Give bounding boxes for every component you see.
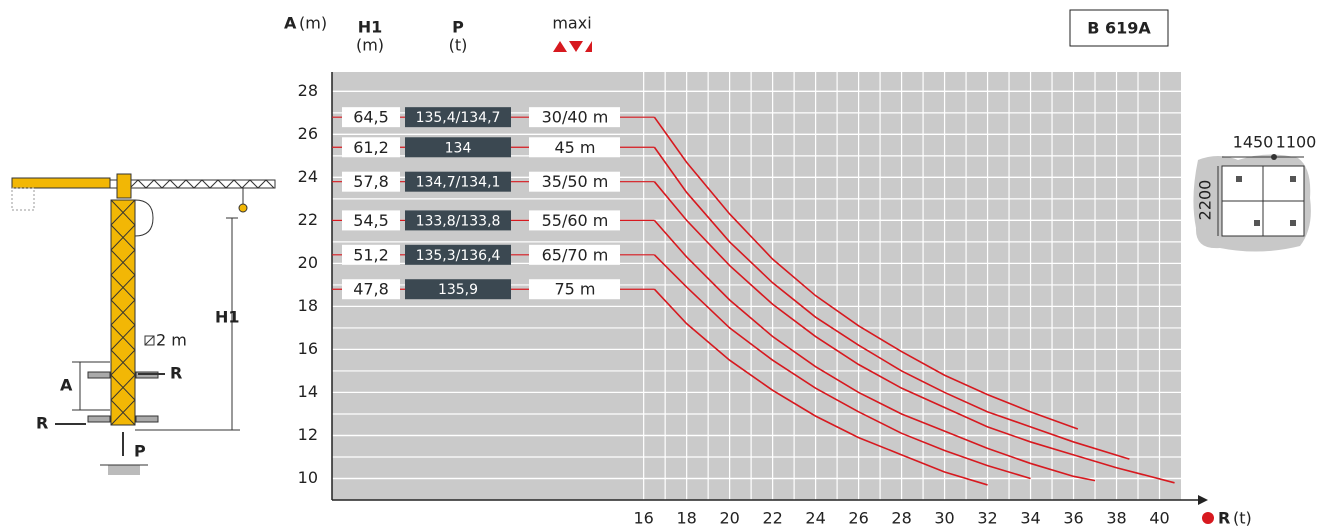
- h1-box: [342, 279, 400, 300]
- col-p-unit: (t): [449, 36, 468, 55]
- load-curve: [653, 254, 1031, 480]
- y-axis-letter: A: [284, 14, 297, 33]
- col-maxi: maxi: [552, 14, 591, 33]
- h1-value: 47,8: [353, 280, 389, 299]
- p-box: [405, 171, 511, 192]
- h1-value: 61,2: [353, 138, 389, 157]
- x-tick-label: 36: [1063, 509, 1083, 528]
- y-tick-label: 14: [298, 382, 318, 401]
- y-tick-label: 16: [298, 339, 318, 358]
- r-dot: [1202, 512, 1214, 524]
- p-value: 134,7/134,1: [416, 175, 501, 191]
- p-value: 135,9: [438, 282, 478, 298]
- p-box: [405, 107, 511, 128]
- y-tick-label: 26: [298, 124, 318, 143]
- col-h1: H1: [358, 18, 383, 37]
- h1-value: 57,8: [353, 172, 389, 191]
- p-value: 135,3/136,4: [416, 248, 501, 264]
- y-tick-label: 20: [298, 253, 318, 272]
- jib-box: [529, 171, 620, 192]
- x-tick-label: 30: [934, 509, 954, 528]
- p-box: [405, 279, 511, 300]
- x-tick-label: 18: [676, 509, 696, 528]
- y-tick-label: 10: [298, 468, 318, 487]
- crane-r-bottom: R: [36, 414, 48, 433]
- h1-box: [342, 210, 400, 231]
- jib-value: 75 m: [554, 280, 595, 299]
- jib-value: 55/60 m: [542, 211, 609, 230]
- crane-h1: H1: [215, 308, 240, 327]
- load-curve: [653, 219, 1096, 482]
- base-plan: [1193, 154, 1311, 252]
- load-curve: [653, 181, 1175, 484]
- base-w1: 1450: [1233, 133, 1274, 152]
- crane-p: P: [134, 442, 146, 461]
- p-value: 135,4/134,7: [416, 110, 501, 126]
- x-axis-unit: (t): [1233, 509, 1252, 528]
- crane-drawing: [11, 173, 276, 475]
- h1-box: [342, 107, 400, 128]
- x-tick-label: 16: [633, 509, 653, 528]
- jib-box: [529, 137, 620, 158]
- x-tick-label: 28: [891, 509, 911, 528]
- h1-value: 64,5: [353, 108, 389, 127]
- jib-value: 45 m: [554, 138, 595, 157]
- y-tick-label: 18: [298, 296, 318, 315]
- y-tick-label: 24: [298, 167, 318, 186]
- x-axis-arrow: [1198, 495, 1208, 505]
- y-tick-label: 12: [298, 425, 318, 444]
- h1-box: [342, 171, 400, 192]
- x-tick-label: 34: [1020, 509, 1040, 528]
- load-curve: [653, 288, 988, 486]
- h1-value: 51,2: [353, 245, 389, 264]
- p-box: [405, 137, 511, 158]
- col-p: P: [452, 18, 464, 37]
- jib-box: [529, 244, 620, 265]
- h1-box: [342, 244, 400, 265]
- x-tick-label: 22: [762, 509, 782, 528]
- h1-box: [342, 137, 400, 158]
- p-box: [405, 244, 511, 265]
- x-tick-label: 38: [1106, 509, 1126, 528]
- crane-section: 2 m: [156, 331, 187, 350]
- jib-box: [529, 279, 620, 300]
- crane-r-top: R: [170, 364, 182, 383]
- crane-a: A: [60, 376, 73, 395]
- jib-value: 65/70 m: [542, 245, 609, 264]
- y-tick-label: 28: [298, 81, 318, 100]
- jib-value: 35/50 m: [542, 172, 609, 191]
- x-tick-label: 24: [805, 509, 825, 528]
- y-tick-label: 22: [298, 210, 318, 229]
- p-box: [405, 210, 511, 231]
- x-tick-label: 20: [719, 509, 739, 528]
- p-value: 134: [445, 140, 472, 156]
- jib-value: 30/40 m: [542, 108, 609, 127]
- h1-value: 54,5: [353, 211, 389, 230]
- maxi-icon: [553, 41, 592, 52]
- x-tick-label: 40: [1149, 509, 1169, 528]
- x-tick-label: 26: [848, 509, 868, 528]
- chart-title: B 619A: [1087, 19, 1151, 38]
- base-w2: 1100: [1276, 133, 1317, 152]
- load-curve: [653, 116, 1079, 430]
- y-axis-unit: (m): [299, 14, 327, 33]
- col-h1-unit: (m): [356, 36, 384, 55]
- x-axis-letter: R: [1218, 509, 1230, 528]
- jib-box: [529, 107, 620, 128]
- load-curve: [653, 146, 1130, 460]
- x-tick-label: 32: [977, 509, 997, 528]
- title-box: [1069, 9, 1169, 47]
- p-value: 133,8/133,8: [416, 213, 501, 229]
- jib-box: [529, 210, 620, 231]
- base-h: 2200: [1196, 180, 1215, 221]
